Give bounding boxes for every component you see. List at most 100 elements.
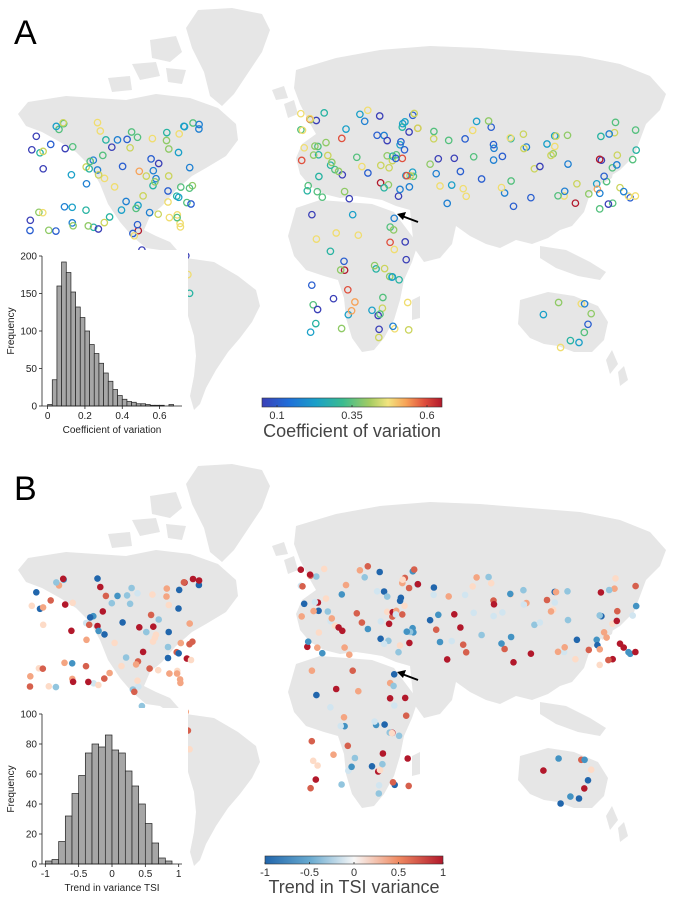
site-marker-ring (397, 137, 405, 146)
site-marker-ring (309, 151, 318, 159)
site-marker-ring (149, 166, 158, 175)
site-marker-dot (111, 639, 118, 647)
site-marker-ring (52, 227, 60, 235)
site-marker-dot (186, 620, 193, 627)
histogram-a-y-tick-label: 100 (20, 327, 37, 338)
site-marker-ring (340, 266, 349, 275)
site-marker-ring (520, 144, 528, 153)
site-marker-ring (573, 179, 581, 188)
site-marker-ring (563, 131, 572, 140)
site-marker-ring (426, 160, 434, 169)
histogram-b-bar (84, 752, 93, 865)
site-marker-dot (402, 712, 410, 719)
site-marker-dot (430, 591, 438, 599)
site-marker-dot (180, 579, 188, 586)
site-marker-ring (323, 151, 332, 160)
site-marker-ring (296, 109, 305, 118)
histogram-a-bar (84, 330, 90, 407)
site-marker-ring (113, 136, 122, 144)
histogram-b-bar (118, 752, 126, 865)
site-marker-ring (68, 203, 77, 212)
colorbar-a-tick-label: 0.35 (341, 410, 362, 422)
site-marker-ring (556, 343, 565, 352)
site-marker-ring (375, 112, 384, 120)
site-marker-ring (379, 293, 387, 302)
site-marker-ring (44, 226, 53, 235)
site-marker-ring (373, 131, 381, 140)
site-marker-ring (162, 136, 171, 145)
colorbar-b-tick-label: -0.5 (300, 867, 319, 879)
site-marker-dot (573, 636, 581, 644)
colorbar-a-tick-label: 0.1 (269, 410, 284, 422)
site-marker-ring (347, 306, 356, 315)
site-marker-ring (443, 199, 452, 208)
site-marker-dot (164, 643, 172, 651)
site-marker-dot (134, 677, 141, 684)
site-marker-ring (176, 219, 184, 228)
histogram-b-y-label: Frequency (6, 765, 17, 812)
site-marker-dot (300, 600, 308, 608)
site-marker-dot (95, 681, 102, 689)
site-marker-dot (138, 702, 146, 710)
site-marker-dot (151, 634, 159, 642)
site-marker-ring (297, 156, 306, 165)
site-marker-ring (147, 155, 155, 163)
site-marker-ring (456, 167, 465, 176)
site-marker-ring (334, 167, 343, 176)
site-marker-ring (26, 226, 34, 235)
site-marker-ring (577, 299, 586, 308)
site-marker-dot (448, 637, 456, 645)
site-marker-dot (490, 601, 498, 608)
site-marker-dot (375, 790, 383, 797)
site-marker-dot (304, 643, 311, 651)
site-marker-dot (128, 584, 135, 592)
site-marker-ring (383, 136, 392, 145)
site-marker-ring (311, 142, 319, 150)
site-marker-dot (625, 648, 632, 656)
site-marker-ring (547, 151, 555, 160)
site-marker-ring (82, 206, 90, 215)
site-marker-dot (426, 616, 434, 624)
site-marker-ring (356, 110, 364, 119)
site-marker-dot (341, 644, 348, 651)
panel-label-b: B (14, 470, 37, 508)
site-marker-ring (592, 179, 601, 188)
site-marker-dot (554, 648, 562, 656)
site-marker-dot (27, 673, 34, 680)
site-marker-dot (106, 669, 113, 677)
site-marker-dot (313, 691, 320, 699)
site-marker-dot (392, 611, 400, 618)
site-marker-dot (99, 608, 107, 615)
site-marker-dot (308, 737, 316, 745)
histogram-b-bar (78, 775, 86, 865)
site-marker-ring (60, 202, 69, 211)
site-marker-ring (595, 205, 604, 213)
site-marker-ring (69, 221, 77, 230)
site-marker-ring (380, 264, 389, 273)
histogram-a-bar (56, 285, 62, 407)
histogram-a-bar (107, 380, 114, 407)
site-marker-dot (536, 619, 544, 626)
site-marker-dot (173, 670, 181, 677)
site-marker-ring (303, 186, 312, 195)
site-marker-dot (462, 649, 470, 656)
site-marker-dot (338, 781, 345, 788)
site-marker-dot (531, 621, 538, 629)
site-marker-ring (52, 122, 61, 131)
histogram-a-x-tick-label: 0.2 (78, 411, 92, 422)
site-marker-dot (499, 609, 506, 616)
histogram-b-x-tick-label: -0.5 (70, 869, 88, 880)
site-marker-ring (519, 130, 528, 139)
site-marker-ring (164, 145, 173, 153)
site-marker-ring (394, 192, 403, 201)
site-marker-dot (395, 732, 403, 740)
site-marker-dot (335, 624, 342, 631)
site-marker-dot (131, 688, 138, 696)
site-marker-ring (554, 298, 563, 307)
site-marker-dot (600, 629, 608, 636)
site-marker-dot (585, 646, 593, 654)
site-marker-ring (631, 126, 640, 134)
site-marker-ring (380, 183, 388, 192)
site-marker-ring (477, 175, 486, 183)
site-marker-ring (626, 193, 635, 202)
